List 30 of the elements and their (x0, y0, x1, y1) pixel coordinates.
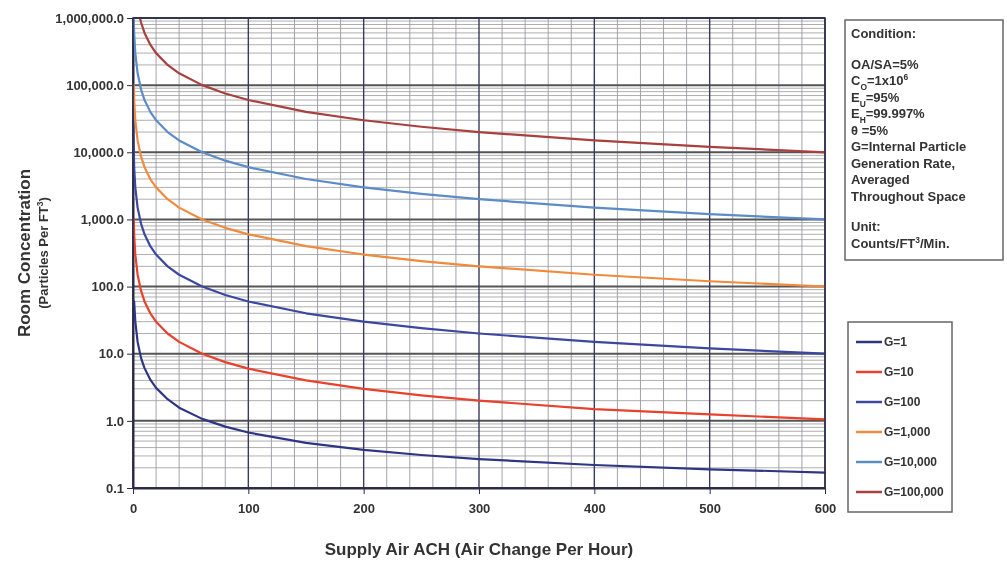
line-series (138, 16, 827, 154)
text: OA/SA=5% C$_{O}$=1x10$^{6}$ E$_{U}$=95% E$_{H}$=99.997% θ =5% G=Internal Particle Generation Rate, Averaged Throughout Space (851, 56, 967, 204)
x-tick-label: 400 (583, 500, 606, 516)
text: Unit: Counts/FT$^{3}$/Min. (851, 219, 950, 251)
line-series (132, 84, 827, 288)
x-tick-label: 100 (237, 500, 260, 516)
legend-label: G=10,000 (884, 455, 938, 469)
y-tick-label: 1,000,000.0 (55, 10, 124, 26)
legend-label: G=1,000 (884, 425, 931, 439)
line-series (132, 218, 827, 421)
line-series (132, 16, 827, 221)
legend-label: G=100,000 (884, 485, 945, 499)
x-tick-label: 0 (129, 500, 138, 516)
legend-label: G=1 (884, 335, 908, 349)
line-series (133, 300, 827, 474)
y-tick-label: 0.1 (105, 480, 124, 496)
legend-label: G=100 (884, 395, 921, 409)
x-tick-label: 500 (699, 500, 722, 516)
y-tick-label: 10,000.0 (73, 144, 124, 160)
y-tick-label: 10.0 (98, 346, 124, 362)
x-tick-label: 300 (468, 500, 491, 516)
y-tick-label: 100,000.0 (66, 77, 124, 93)
x-tick-label: 600 (814, 500, 837, 516)
y-tick-label: 1,000.0 (80, 212, 124, 228)
text: Condition: (851, 26, 916, 41)
y-tick-label: 1.0 (105, 413, 124, 429)
x-tick-label: 200 (353, 500, 376, 516)
y-tick-label: 100.0 (91, 279, 124, 295)
x-axis-title: Supply Air ACH (Air Change Per Hour) (324, 540, 634, 559)
legend-label: G=10 (884, 365, 915, 379)
